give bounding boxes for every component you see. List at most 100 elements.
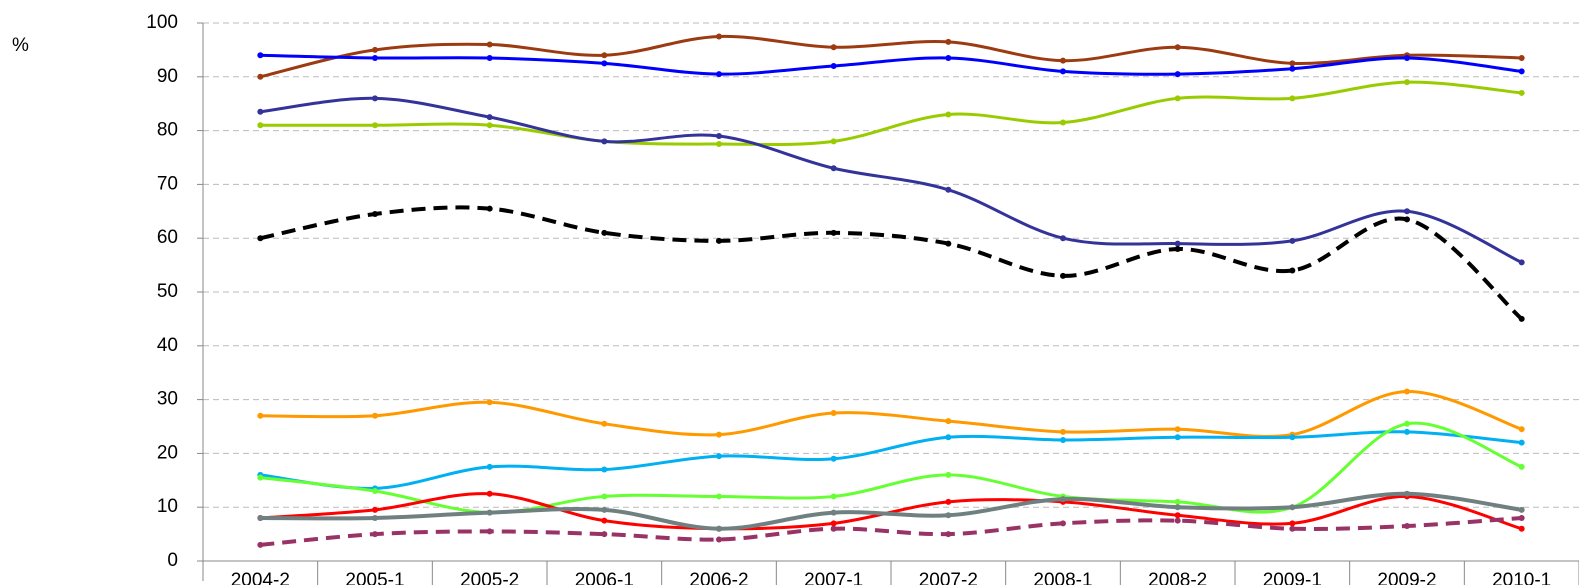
marker [945, 240, 952, 247]
y-tick-label: 30 [157, 389, 178, 410]
marker [1289, 267, 1296, 274]
marker [486, 490, 493, 497]
y-tick-label: 20 [157, 442, 178, 463]
marker [945, 38, 952, 45]
series-line [260, 80, 1522, 147]
marker [1404, 216, 1410, 223]
marker [1060, 520, 1066, 527]
marker [830, 455, 837, 462]
marker [1289, 434, 1296, 441]
marker [1060, 235, 1066, 242]
marker [716, 431, 722, 438]
marker [1174, 95, 1181, 102]
marker [830, 138, 837, 145]
marker [486, 122, 493, 129]
marker [1404, 420, 1410, 427]
marker [1174, 512, 1181, 519]
y-tick-label: 100 [146, 12, 178, 33]
marker [1518, 315, 1525, 322]
series-line [259, 34, 1522, 79]
marker [1174, 434, 1181, 441]
marker [486, 54, 493, 61]
marker [1404, 523, 1410, 530]
marker [257, 122, 264, 129]
marker [1404, 428, 1410, 435]
marker [372, 46, 378, 53]
marker [1174, 504, 1181, 511]
marker [372, 412, 378, 419]
marker [945, 512, 952, 519]
series-line [260, 53, 1522, 76]
marker [716, 132, 722, 139]
marker [1174, 71, 1181, 78]
marker [945, 111, 952, 118]
marker [1404, 79, 1410, 86]
marker [601, 493, 608, 500]
marker [1404, 54, 1410, 61]
y-axis-label: % [12, 35, 29, 56]
marker [716, 237, 722, 244]
marker [486, 509, 493, 516]
series-line [260, 515, 1522, 547]
y-tick-label: 50 [157, 281, 178, 302]
marker [601, 517, 608, 524]
marker [1289, 65, 1296, 72]
marker [830, 165, 837, 172]
marker [1518, 506, 1525, 513]
marker [486, 463, 493, 470]
series-line [260, 390, 1523, 438]
x-tick-label: 2010-1 [1492, 570, 1551, 585]
marker [257, 52, 264, 59]
x-tick-label: 2008-2 [1148, 570, 1207, 585]
marker [257, 73, 264, 80]
marker [1518, 54, 1525, 61]
marker [486, 114, 493, 121]
marker [1060, 68, 1066, 75]
marker [601, 138, 608, 145]
marker [1518, 89, 1525, 96]
marker [372, 531, 378, 538]
marker [716, 493, 722, 500]
marker [716, 71, 722, 78]
marker [257, 235, 264, 242]
marker [486, 528, 493, 535]
marker [945, 418, 952, 425]
marker [601, 531, 608, 538]
x-tick-label: 2004-2 [231, 570, 290, 585]
marker [601, 506, 608, 513]
marker [716, 536, 722, 543]
marker [1174, 426, 1181, 433]
x-tick-label: 2006-2 [689, 570, 748, 585]
marker [1404, 208, 1410, 215]
marker [372, 95, 378, 102]
marker [1289, 60, 1296, 67]
marker [1174, 44, 1181, 51]
marker [1518, 514, 1525, 521]
marker [257, 514, 264, 521]
marker [372, 122, 378, 129]
marker [1518, 439, 1525, 446]
series-line [260, 96, 1523, 264]
x-tick-label: 2009-1 [1263, 570, 1322, 585]
marker [257, 412, 264, 419]
y-tick-label: 70 [157, 173, 178, 194]
marker [601, 60, 608, 67]
marker [830, 44, 837, 51]
marker [945, 186, 952, 193]
marker [257, 108, 264, 115]
marker [372, 210, 378, 217]
x-tick-label: 2005-1 [345, 570, 404, 585]
x-tick-label: 2009-2 [1377, 570, 1436, 585]
marker [372, 506, 378, 513]
y-tick-label: 10 [157, 496, 178, 517]
y-tick-label: 90 [157, 66, 178, 87]
marker [1289, 504, 1296, 511]
marker [1060, 57, 1066, 64]
marker [1518, 259, 1525, 266]
marker [486, 41, 493, 48]
x-tick-label: 2007-1 [804, 570, 863, 585]
marker [1174, 240, 1181, 247]
marker [601, 229, 608, 236]
marker [601, 52, 608, 59]
marker [716, 33, 722, 40]
